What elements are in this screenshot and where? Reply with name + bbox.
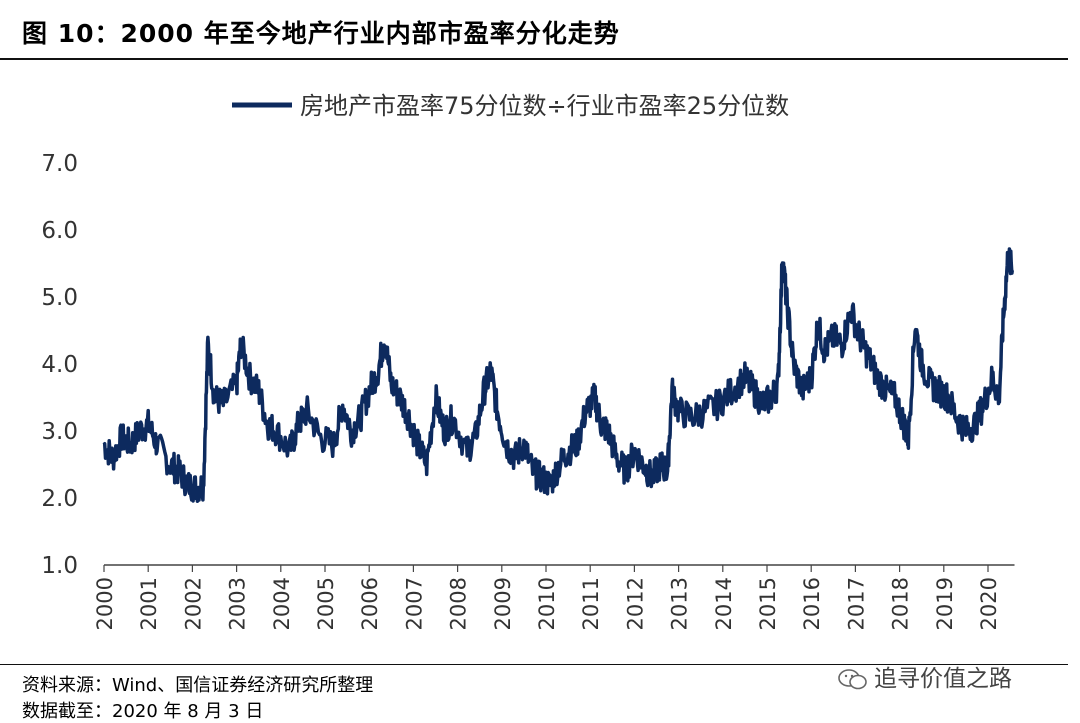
y-tick-label: 7.0 [41, 151, 78, 177]
y-tick-label: 3.0 [41, 419, 78, 445]
x-axis: 2000 2001 2002 2003 2004 2005 2006 2007 2008 2009… [93, 565, 1001, 630]
top-rule [0, 58, 1068, 60]
x-tick-label: 2011 [579, 577, 603, 630]
source-note: 资料来源：Wind、国信证券经济研究所整理 [22, 675, 374, 696]
y-tick-label: 4.0 [41, 352, 78, 378]
y-tick-label: 6.0 [41, 218, 78, 244]
x-tick-label: 2002 [181, 577, 205, 630]
x-tick-label: 2000 [93, 577, 117, 630]
x-tick-label: 2013 [668, 577, 692, 630]
line-chart: 房地产市盈率75分位数÷行业市盈率25分位数 1.0 2.0 3.0 4.0 5.0 6.… [41, 92, 1015, 630]
x-tick-label: 2014 [712, 577, 736, 630]
x-tick-label: 2010 [535, 577, 559, 630]
x-tick-label: 2005 [314, 577, 338, 630]
plot-area [102, 247, 1015, 503]
x-tick-label: 2008 [447, 577, 471, 630]
y-tick-label: 5.0 [41, 285, 78, 311]
date-note: 数据截至：2020 年 8 月 3 日 [22, 701, 264, 722]
y-tick-label: 2.0 [41, 486, 78, 512]
legend: 房地产市盈率75分位数÷行业市盈率25分位数 [232, 92, 789, 120]
x-tick-label: 2007 [402, 577, 426, 630]
x-tick-label: 2016 [800, 577, 824, 630]
y-axis: 1.0 2.0 3.0 4.0 5.0 6.0 7.0 [41, 151, 1015, 579]
x-tick-label: 2006 [358, 577, 382, 630]
x-tick-label: 2017 [844, 577, 868, 630]
x-tick-label: 2020 [977, 577, 1001, 630]
figure-title: 图 10：2000 年至今地产行业内部市盈率分化走势 [22, 19, 620, 48]
x-tick-label: 2003 [226, 577, 250, 630]
y-tick-label: 1.0 [41, 553, 78, 579]
x-tick-label: 2001 [137, 577, 161, 630]
watermark-text: 追寻价值之路 [874, 666, 1012, 692]
x-tick-label: 2004 [270, 577, 294, 630]
watermark: 追寻价值之路 [838, 659, 1012, 693]
x-tick-label: 2009 [491, 577, 515, 630]
x-tick-label: 2019 [933, 577, 957, 630]
x-tick-label: 2018 [889, 577, 913, 630]
wechat-icon [838, 668, 867, 689]
series-line [102, 247, 1015, 503]
x-tick-label: 2015 [756, 577, 780, 630]
legend-label: 房地产市盈率75分位数÷行业市盈率25分位数 [300, 92, 789, 120]
x-tick-label: 2012 [623, 577, 647, 630]
bottom-rule [0, 664, 1068, 665]
